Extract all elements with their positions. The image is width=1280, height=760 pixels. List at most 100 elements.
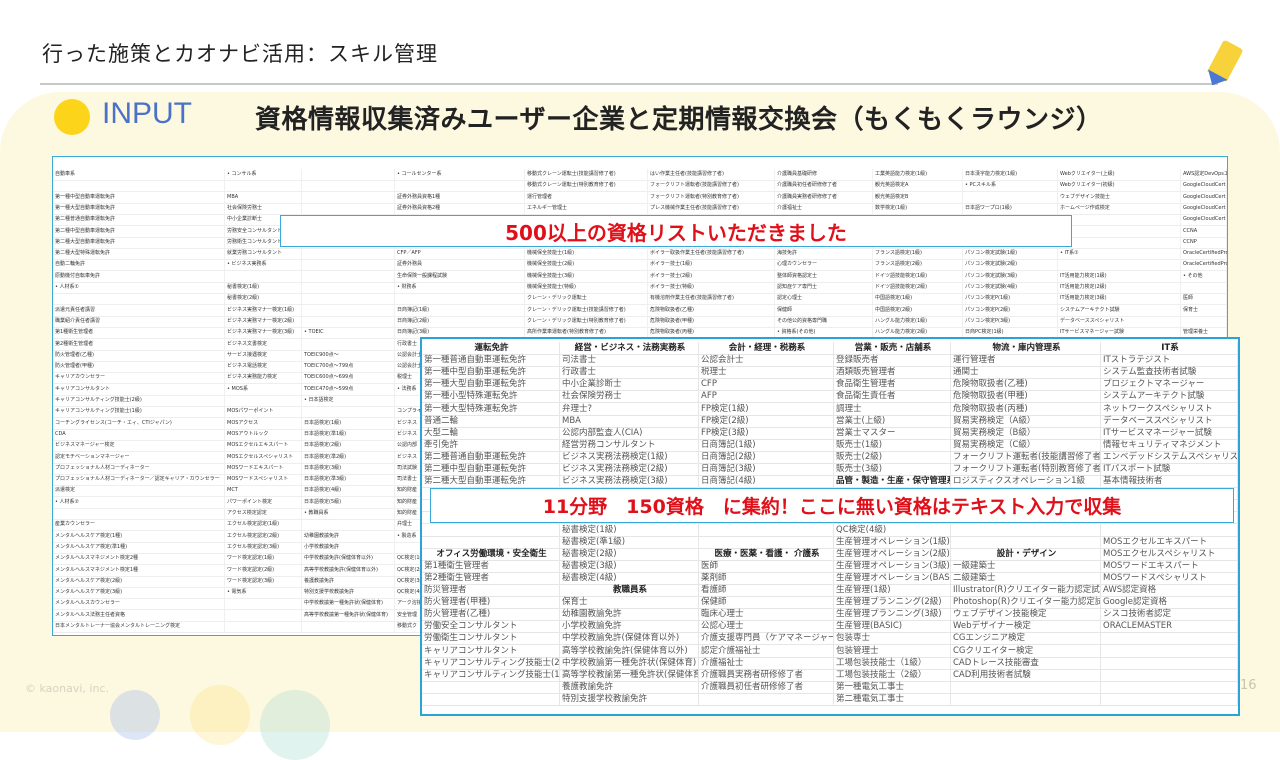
qualification-cell: 危険物取扱者(甲種) xyxy=(951,390,1101,403)
raw-list-cell xyxy=(1058,259,1181,271)
qualification-cell: 基本情報技術者 xyxy=(1101,475,1238,488)
raw-list-cell: 数学検定(1級) xyxy=(873,202,963,214)
qualification-cell: ビジネス実務法務検定(3級) xyxy=(560,475,699,488)
section-heading: 資格情報収集済みユーザー企業と定期情報交換会（もくもくラウンジ） xyxy=(255,105,1103,135)
raw-list-cell: 養護教諭免許 xyxy=(302,575,395,587)
raw-list-row: 職業紹介責任者講習 ビジネス実務マナー検定(2級) 日商簿記(2級) クレーン・デリッ… xyxy=(53,315,1227,328)
qualification-cell: 第二種中型自動車運転免許 xyxy=(422,463,560,475)
qualification-cell: 第一種大型自動車運転免許 xyxy=(422,378,560,391)
raw-list-cell: IT活用能力検定(3級) xyxy=(1058,293,1181,305)
raw-list-cell: 整体師資格認定士 xyxy=(775,270,873,282)
table-row: 労働安全コンサルタント 小学校教諭免許 公認心理士 生産管理(BASIC) Webデザイ… xyxy=(422,620,1238,634)
raw-list-cell: 日本漢字能力検定(1級) xyxy=(963,169,1058,180)
category-header: オフィス労働環境・安全衛生 xyxy=(422,547,560,560)
qualification-cell: 公認会計士 xyxy=(699,354,834,367)
raw-list-cell: 第二種普通自動車運転免許 xyxy=(53,214,225,226)
raw-list-cell: 管理栄養士 xyxy=(1181,327,1227,339)
qualification-cell: Webデザイナー検定 xyxy=(951,620,1101,633)
qualification-cell: 高等学校教諭第一種免許状(保健体育) xyxy=(562,668,699,681)
raw-list-cell: MOSアクセス xyxy=(225,417,302,429)
raw-list-cell: ドイツ語技能検定(2級) xyxy=(873,282,963,293)
raw-list-cell: パソコン検定試験(3級) xyxy=(963,270,1058,282)
raw-list-cell: フォークリフト運転者(特別教育修了者) xyxy=(648,191,775,203)
raw-list-cell: CDA xyxy=(53,428,225,440)
raw-list-cell: 証券外務員資格1種 xyxy=(395,191,525,203)
qualification-cell xyxy=(1101,487,1238,500)
raw-list-cell: 生命保険一般課程試験 xyxy=(395,270,525,282)
qualification-cell xyxy=(699,523,834,536)
qualification-cell: システムアーキテクト試験 xyxy=(1101,390,1238,403)
raw-list-cell: ビジネス実務マナー検定(1級) xyxy=(225,304,302,316)
raw-list-cell: GoogleCloudCert xyxy=(1181,180,1227,192)
raw-list-cell: ビジネス文書検定 xyxy=(225,338,302,350)
raw-list-cell: ワード検定認定(3級) xyxy=(225,575,302,587)
qualification-cell: 防火管理者(乙種) xyxy=(422,608,560,621)
qualification-cell: 中学校教諭免許(保健体育以外) xyxy=(560,632,699,645)
raw-list-cell: CCNA xyxy=(1181,225,1227,237)
table-row: 第二種中型自動車運転免許 ビジネス実務法務検定(2級) 日商簿記(3級) 販売士(3級… xyxy=(422,463,1238,476)
raw-list-cell: 小学校教諭免許 xyxy=(302,541,395,553)
qualification-cell: 一級建築士 xyxy=(951,559,1101,572)
raw-list-row: 第一種大型自動車運転免許 社会保険労務士 証券外務員資格2種 エネルギー管理士 プレス機… xyxy=(53,202,1227,215)
qualification-cell: 登録販売者 xyxy=(834,354,951,367)
qualification-cell: 秘書検定(4級) xyxy=(560,571,699,584)
qualification-cell: 防火管理者(甲種) xyxy=(422,596,560,609)
raw-list-cell: 秘書検定(2級) xyxy=(225,293,302,305)
qualification-cell: 生産管理オペレーション(3級) xyxy=(836,559,951,572)
qualification-cell: 二級建築士 xyxy=(951,571,1101,584)
raw-list-cell: • コンサル系 xyxy=(225,169,302,180)
qualification-cell: 経営労務コンサルタント xyxy=(560,438,699,451)
qualification-cell: 貿易実務検定（A級） xyxy=(951,414,1101,427)
qualification-cell: 営業士マスター xyxy=(834,426,951,439)
section-label: INPUT xyxy=(102,97,192,130)
raw-list-cell: 危険物取扱者(甲種) xyxy=(648,315,775,327)
qualification-cell: 中学校教諭第一種免許状(保健体育) xyxy=(560,656,699,669)
raw-list-row: 第一種中型自動車運転免許 MBA 証券外務員資格1種 運行管理者 フォークリフト運転者(… xyxy=(53,191,1227,204)
table-row: 第一種小型特殊運転免許 社会保険労務士 AFP 食品衛生責任者 危険物取扱者(甲種) シス… xyxy=(422,390,1238,404)
raw-list-cell: フランス語検定(1級) xyxy=(873,248,963,260)
raw-list-cell xyxy=(302,169,395,180)
qualification-cell xyxy=(1101,692,1238,705)
raw-list-cell: OracleCertifiedProf xyxy=(1181,259,1227,271)
raw-list-cell: プロフェッショナル人材コーディネーター／認定キャリア・カウンセラー xyxy=(53,474,225,486)
qualification-cell xyxy=(1101,632,1238,645)
raw-list-cell: ワード検定認定(1級) xyxy=(225,553,302,565)
decorative-shape xyxy=(260,690,330,760)
raw-list-cell: 日本語ワープロ(1級) xyxy=(963,202,1058,214)
qualification-cell: 秘書検定(3級) xyxy=(560,559,699,572)
table-row: 秘書検定(準1級) 生産管理オペレーション(1級) MOSエクセルエキスパート xyxy=(422,535,1238,549)
raw-list-cell: クレーン・デリック運転士(特別教育修了者) xyxy=(525,315,648,327)
raw-list-cell: 第1種衛生管理者 xyxy=(53,327,225,339)
raw-list-cell: メンタルヘルス法務主任者資格 xyxy=(53,609,225,621)
raw-list-cell xyxy=(1181,315,1227,327)
raw-list-row: 第二種大型特殊運転免許 就業労務コンサルタント CFP／AFP 機械保全技能士(1級)… xyxy=(53,248,1227,261)
qualification-cell: 販売士(3級) xyxy=(834,463,951,475)
raw-list-cell: • MOS系 xyxy=(225,383,302,395)
qualification-cell: CADトレース技能審査 xyxy=(951,656,1101,669)
raw-list-cell xyxy=(225,270,302,282)
raw-list-cell: MOSエクセルエキスパート xyxy=(225,440,302,452)
raw-list-cell: 第一種中型自動車運転免許 xyxy=(53,191,225,203)
raw-list-row: 自動二輪免許 • ビジネス実務系 証券外務員 機械保全技能士(2級) ボイラー技士(1級… xyxy=(53,259,1227,272)
qualification-cell xyxy=(1101,523,1238,536)
qualification-cell: 第二種普通自動車運転免許 xyxy=(422,450,560,463)
raw-list-cell: ボイラー技士(1級) xyxy=(648,259,775,271)
qualification-cell: 秘書検定(準1級) xyxy=(560,535,699,548)
raw-list-cell: ビジネス実務マナー検定(3級) xyxy=(225,327,302,339)
raw-list-cell: MOSエクセルスペシャリスト xyxy=(225,451,302,463)
raw-list-cell: メンタルヘルスケア検定(1種) xyxy=(53,530,225,542)
raw-list-cell: MCT xyxy=(225,485,302,497)
raw-list-cell: 自動車系 xyxy=(53,169,225,180)
raw-list-cell xyxy=(302,270,395,282)
raw-list-cell: プロフェッショナル人材コーディネーター xyxy=(53,462,225,474)
raw-list-cell: ボイラー取扱作業主任者(技能講習修了者) xyxy=(648,248,775,260)
qualification-cell xyxy=(1101,680,1238,693)
raw-list-cell: ドイツ語技能検定(1級) xyxy=(873,270,963,282)
table-row: 防火管理者(甲種) 保育士 保健師 生産管理プランニング(2級) Photoshop(R… xyxy=(422,596,1238,610)
qualification-cell: 労働安全コンサルタント xyxy=(422,620,560,633)
raw-list-cell: パソコン検定試験(4級) xyxy=(963,282,1058,293)
qualification-cell xyxy=(1101,511,1238,524)
raw-list-cell: ウェブデザイン技能士 xyxy=(1058,191,1181,203)
raw-list-cell: 中国語検定(2級) xyxy=(873,304,963,316)
qualification-cell: 介護職員実務者研修修了者 xyxy=(699,668,834,681)
